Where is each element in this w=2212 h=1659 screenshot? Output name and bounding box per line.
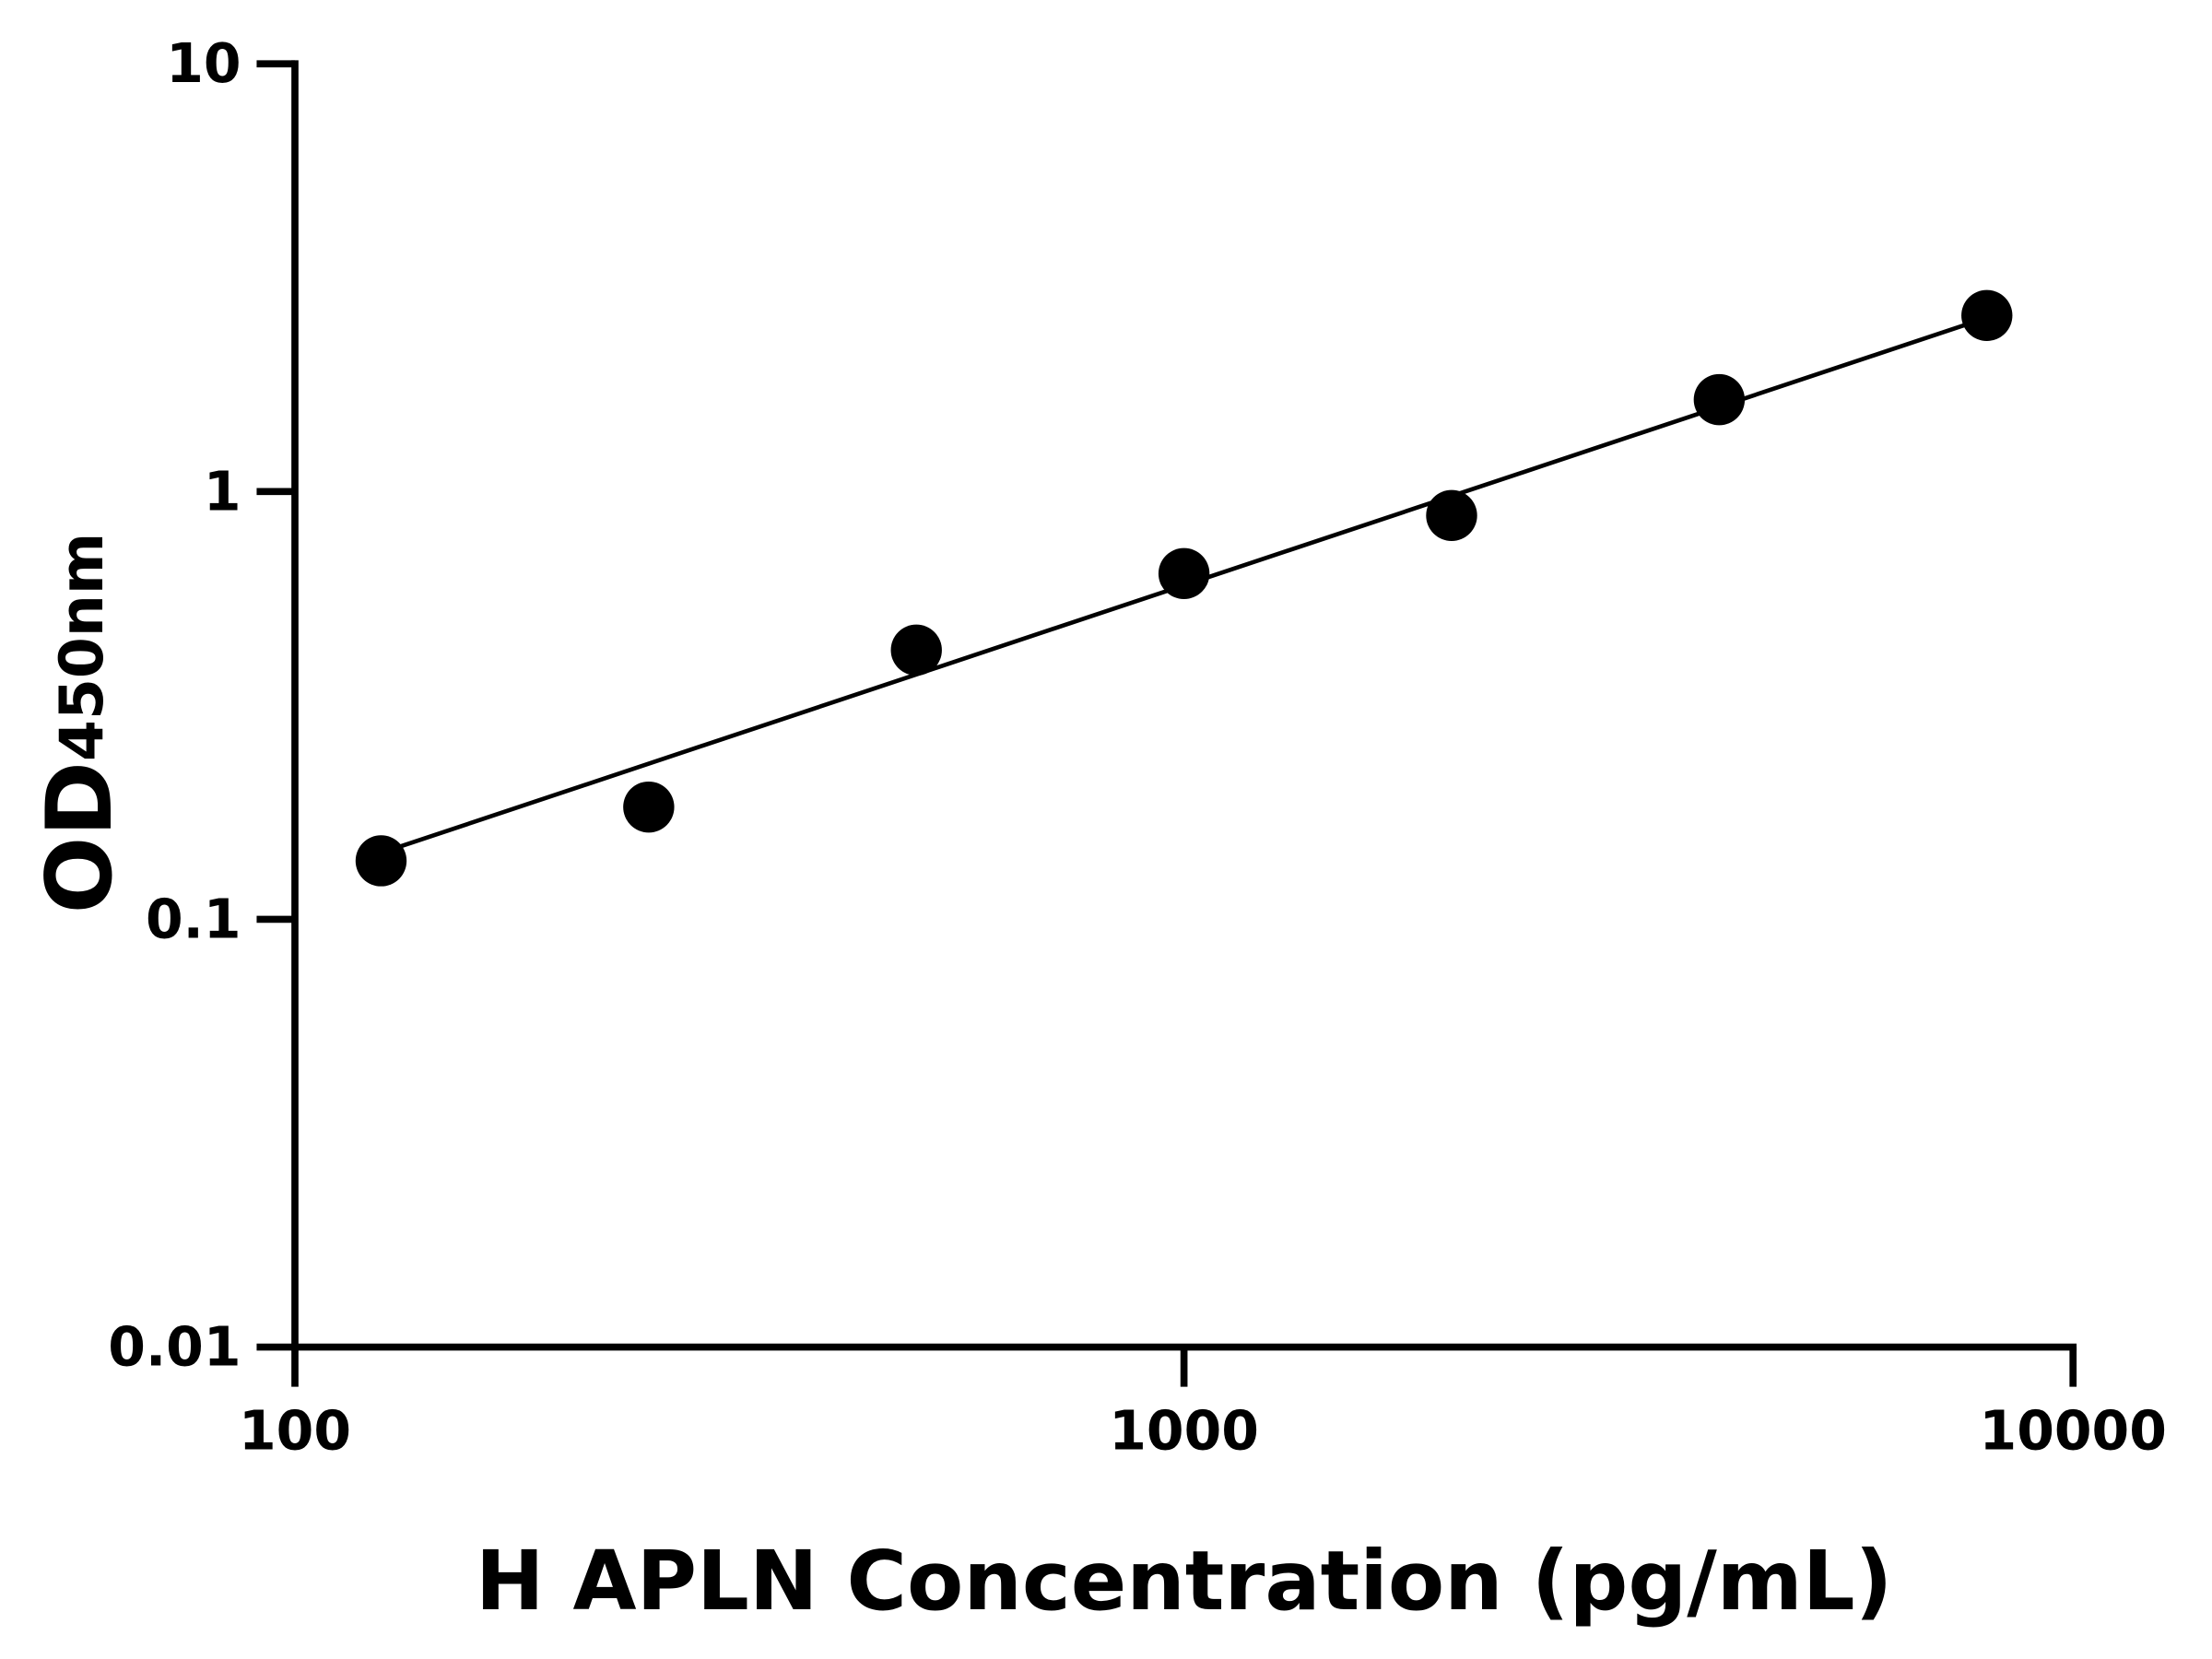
x-tick-label: 10000 — [1980, 1399, 2167, 1462]
point — [890, 624, 942, 677]
y-axis-title-sub: 450nm — [48, 533, 117, 761]
y-axis-title-main: OD — [28, 761, 133, 913]
point — [623, 781, 675, 833]
x-axis-title: H APLN Concentration (pg/mL) — [476, 1534, 1893, 1630]
point — [355, 835, 407, 887]
point — [1426, 489, 1477, 542]
y-tick-label: 1 — [204, 460, 241, 523]
point — [1961, 289, 2013, 341]
point — [1158, 547, 1210, 600]
y-axis-title: OD450nm — [28, 533, 133, 914]
y-tick-label: 10 — [166, 32, 241, 95]
y-tick-label: 0.1 — [146, 888, 241, 950]
x-tick-label: 100 — [239, 1399, 351, 1462]
point — [1693, 373, 1746, 426]
y-tick-label: 0.01 — [108, 1316, 241, 1379]
x-tick-label: 1000 — [1109, 1399, 1259, 1462]
